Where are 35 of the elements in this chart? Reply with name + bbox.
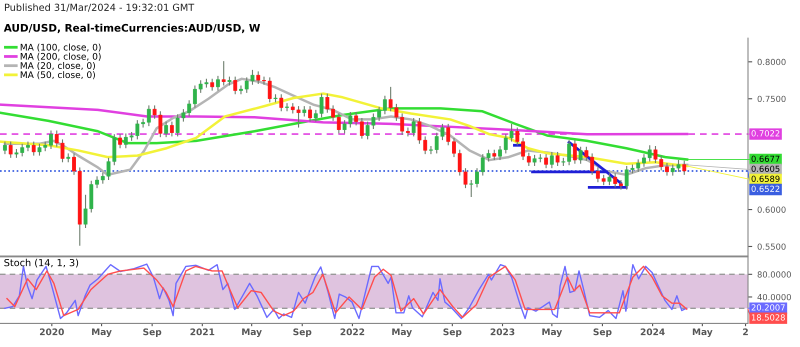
x-tick-label: Sep	[143, 328, 162, 337]
x-tick-label: May	[242, 328, 262, 337]
x-tick-label: May	[692, 328, 713, 337]
legend-label: MA (200, close, 0)	[20, 52, 101, 61]
y-tick-label: 0.7500	[758, 96, 786, 102]
legend-label: MA (50, close, 0)	[20, 71, 95, 80]
ref-line-label: 0.6522	[752, 186, 780, 192]
x-tick-label: 2022	[340, 328, 364, 336]
x-tick-label: 2020	[40, 328, 64, 336]
x-tick-label: Sep	[293, 328, 312, 337]
chart-title: AUD/USD, Real-timeCurrencies:AUD/USD, W	[4, 24, 260, 34]
x-tick-label: 2021	[190, 328, 214, 336]
x-tick-label: Sep	[594, 328, 612, 337]
annotation: 18.5028	[752, 314, 785, 321]
chart-title: Stoch (14, 1, 3)	[4, 258, 78, 268]
x-tick-label: May	[92, 328, 112, 337]
annotation: 0.6677	[752, 156, 780, 162]
y-tick-label: 0.8000	[758, 58, 786, 66]
ref-line-label: 0.7022	[752, 130, 780, 136]
y-tick-label: 0.5500	[758, 243, 786, 250]
x-tick-label: Sep	[443, 328, 462, 337]
x-tick-label: May	[392, 328, 412, 337]
legend-label: MA (20, close, 0)	[20, 62, 95, 70]
x-tick-label: 2023	[490, 328, 514, 336]
x-tick-label: May	[542, 328, 562, 337]
text: Published 31/Mar/2024 - 19:32:01 GMT	[4, 3, 194, 12]
x-tick-label: 2024	[640, 328, 665, 336]
annotation: 0.6589	[752, 176, 780, 182]
legend-label: MA (100, close, 0)	[20, 44, 101, 52]
annotation: 20.2007	[752, 304, 785, 311]
y-tick-label: 80.0000	[758, 271, 791, 278]
x-tick-label: 2	[743, 328, 748, 336]
y-tick-label: 40.0000	[757, 294, 791, 300]
y-tick-label: 0.6000	[758, 206, 786, 213]
annotation: 0.6605	[752, 166, 780, 172]
